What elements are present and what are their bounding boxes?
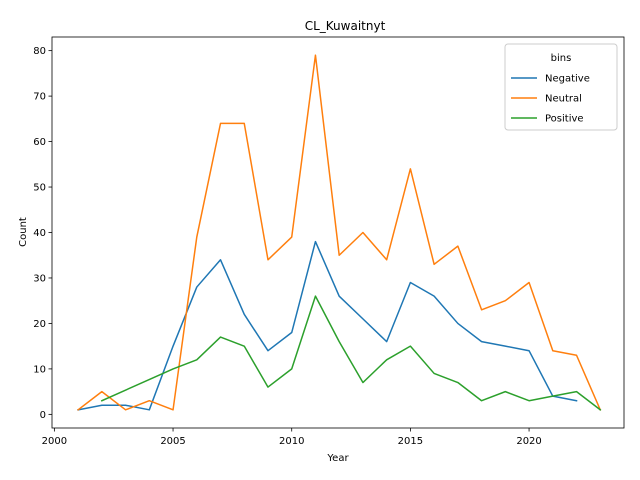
y-tick-label: 10	[33, 364, 46, 375]
y-tick-label: 70	[33, 92, 46, 103]
x-tick-label: 2015	[398, 436, 423, 447]
series-line-negative	[77, 240, 578, 411]
y-tick-label: 20	[33, 319, 46, 330]
chart-title: CL_Kuwaitnyt	[305, 19, 386, 33]
legend-label-negative: Negative	[545, 74, 590, 85]
y-tick-label: 80	[33, 46, 46, 57]
y-tick-label: 60	[33, 137, 46, 148]
y-axis: 0 10 20 30 40 50 60 70 80	[33, 46, 52, 421]
y-axis-label: Count	[18, 217, 29, 247]
x-tick-label: 2010	[279, 436, 304, 447]
y-tick-label: 40	[33, 228, 46, 239]
x-tick-label: 2000	[42, 436, 67, 447]
legend-label-positive: Positive	[545, 114, 584, 125]
x-axis-label: Year	[326, 453, 349, 464]
series-line-positive	[100, 295, 602, 411]
x-tick-label: 2020	[516, 436, 541, 447]
x-axis: 2000 2005 2010 2015 2020	[42, 428, 542, 447]
y-tick-label: 30	[33, 273, 46, 284]
series-line-neutral	[77, 54, 602, 411]
legend-label-neutral: Neutral	[545, 94, 582, 105]
x-tick-label: 2005	[160, 436, 185, 447]
legend: bins Negative Neutral Positive	[504, 43, 618, 131]
y-tick-label: 0	[40, 410, 46, 421]
legend-box	[504, 43, 618, 131]
plot-area	[77, 54, 602, 411]
y-tick-label: 50	[33, 183, 46, 194]
legend-title: bins	[551, 53, 572, 64]
